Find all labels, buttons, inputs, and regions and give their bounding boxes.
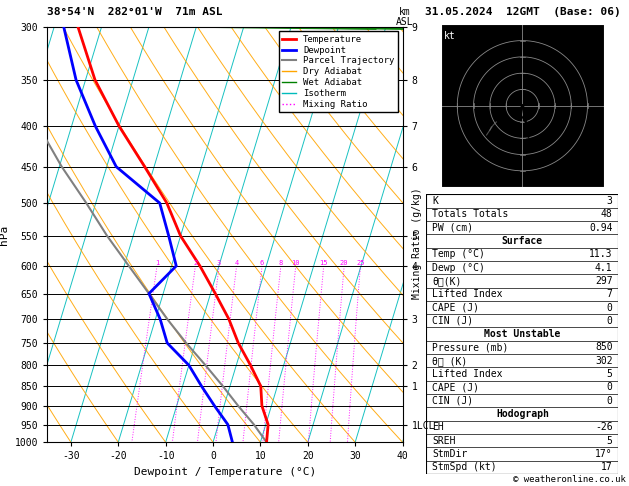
- Text: 5: 5: [607, 435, 613, 446]
- Text: 0: 0: [607, 396, 613, 406]
- Text: Lifted Index: Lifted Index: [432, 369, 503, 379]
- Text: 3: 3: [607, 196, 613, 206]
- Text: 17: 17: [601, 462, 613, 472]
- Text: Dewp (°C): Dewp (°C): [432, 262, 485, 273]
- Text: CAPE (J): CAPE (J): [432, 382, 479, 392]
- Text: CIN (J): CIN (J): [432, 396, 474, 406]
- Text: 10: 10: [291, 260, 300, 266]
- Text: 48: 48: [601, 209, 613, 219]
- Text: kt: kt: [444, 31, 456, 41]
- Text: 2: 2: [193, 260, 198, 266]
- Text: Most Unstable: Most Unstable: [484, 329, 560, 339]
- Legend: Temperature, Dewpoint, Parcel Trajectory, Dry Adiabat, Wet Adiabat, Isotherm, Mi: Temperature, Dewpoint, Parcel Trajectory…: [279, 31, 398, 112]
- Text: © weatheronline.co.uk: © weatheronline.co.uk: [513, 474, 626, 484]
- Text: Temp (°C): Temp (°C): [432, 249, 485, 260]
- Text: Mixing Ratio (g/kg): Mixing Ratio (g/kg): [412, 187, 422, 299]
- Text: 38°54'N  282°01'W  71m ASL: 38°54'N 282°01'W 71m ASL: [47, 7, 223, 17]
- Text: CAPE (J): CAPE (J): [432, 302, 479, 312]
- Text: 0: 0: [607, 302, 613, 312]
- Text: θᴄ (K): θᴄ (K): [432, 356, 467, 366]
- Text: 11.3: 11.3: [589, 249, 613, 260]
- Text: K: K: [432, 196, 438, 206]
- Text: 302: 302: [595, 356, 613, 366]
- Text: 1: 1: [155, 260, 159, 266]
- Text: StmSpd (kt): StmSpd (kt): [432, 462, 497, 472]
- Text: 0: 0: [607, 316, 613, 326]
- Text: 6: 6: [260, 260, 264, 266]
- Text: Pressure (mb): Pressure (mb): [432, 343, 509, 352]
- Text: Surface: Surface: [502, 236, 543, 246]
- Text: 25: 25: [356, 260, 365, 266]
- Text: 0: 0: [607, 382, 613, 392]
- Text: 15: 15: [320, 260, 328, 266]
- X-axis label: Dewpoint / Temperature (°C): Dewpoint / Temperature (°C): [134, 467, 316, 477]
- Text: EH: EH: [432, 422, 444, 432]
- Text: 5: 5: [607, 369, 613, 379]
- Text: θᴄ(K): θᴄ(K): [432, 276, 462, 286]
- Text: 31.05.2024  12GMT  (Base: 06): 31.05.2024 12GMT (Base: 06): [425, 7, 620, 17]
- Text: 0.94: 0.94: [589, 223, 613, 233]
- Text: 8: 8: [279, 260, 283, 266]
- Text: Hodograph: Hodograph: [496, 409, 549, 419]
- Text: 7: 7: [607, 289, 613, 299]
- Text: ASL: ASL: [396, 17, 413, 27]
- Text: PW (cm): PW (cm): [432, 223, 474, 233]
- Y-axis label: hPa: hPa: [0, 225, 9, 244]
- Text: 20: 20: [340, 260, 348, 266]
- Text: StmDir: StmDir: [432, 449, 467, 459]
- Text: 297: 297: [595, 276, 613, 286]
- Text: SREH: SREH: [432, 435, 456, 446]
- Text: -26: -26: [595, 422, 613, 432]
- Text: Lifted Index: Lifted Index: [432, 289, 503, 299]
- Text: 4: 4: [235, 260, 239, 266]
- Text: CIN (J): CIN (J): [432, 316, 474, 326]
- Text: Totals Totals: Totals Totals: [432, 209, 509, 219]
- Text: km: km: [399, 7, 410, 17]
- Text: 850: 850: [595, 343, 613, 352]
- Text: 17°: 17°: [595, 449, 613, 459]
- Text: 4.1: 4.1: [595, 262, 613, 273]
- Text: 3: 3: [217, 260, 221, 266]
